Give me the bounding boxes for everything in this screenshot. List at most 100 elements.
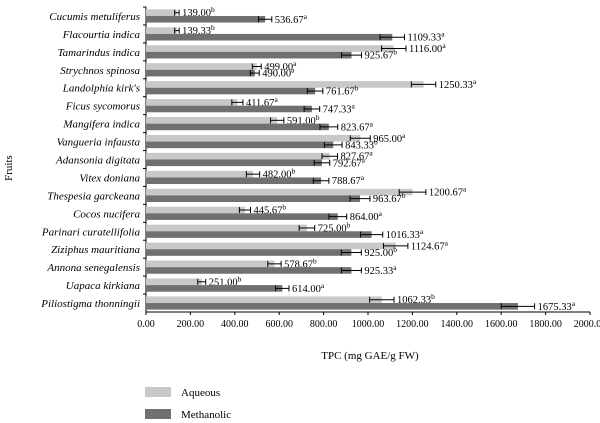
category-label: Parinari curatellifolia <box>41 226 141 238</box>
bar-aqueous <box>146 63 257 70</box>
data-label: 843.33b <box>345 137 378 151</box>
data-label: 490.00a <box>262 66 295 80</box>
bar-aqueous <box>146 170 254 178</box>
data-label: 963.67b <box>373 191 406 205</box>
data-label: 1675.33a <box>538 299 576 313</box>
data-label: 761.67b <box>326 84 359 98</box>
data-label: 823.67a <box>341 119 374 133</box>
bar-methanolic <box>146 159 322 167</box>
bar-aqueous <box>146 152 330 160</box>
data-label: 827.67a <box>341 149 374 163</box>
data-label: 139.33b <box>182 23 215 37</box>
x-tick-label: 1200.00 <box>396 319 429 330</box>
bar-aqueous <box>146 188 413 196</box>
bar-aqueous <box>146 242 396 250</box>
x-tick-label: 400.00 <box>221 319 249 330</box>
category-label: Landolphia kirk's <box>62 83 140 95</box>
bar-aqueous <box>146 260 275 268</box>
data-label: 614.00a <box>292 281 325 295</box>
bar-methanolic <box>146 69 255 77</box>
data-label: 1109.33a <box>407 30 445 44</box>
bar-methanolic <box>146 123 329 131</box>
bar-methanolic <box>146 213 338 220</box>
data-label: 482.00b <box>263 167 296 181</box>
data-label: 792.67a <box>333 155 366 169</box>
bar-methanolic <box>146 141 334 149</box>
x-axis-title: TPC (mg GAE/g FW) <box>321 350 419 362</box>
legend: Aqueous Methanolic <box>145 387 231 421</box>
bar-methanolic <box>146 51 352 59</box>
category-label: Ziziphus mauritiana <box>51 244 140 256</box>
data-label: 747.33a <box>323 101 356 115</box>
category-label: Ficus sycomorus <box>65 101 140 113</box>
x-tick-label: 200.00 <box>177 319 205 330</box>
bar-methanolic <box>146 105 312 113</box>
data-label: 1250.33a <box>439 77 477 91</box>
category-label: Mangifera indica <box>62 119 140 131</box>
legend-swatch-methanolic <box>145 409 171 419</box>
y-axis-title: Fruits <box>3 155 15 181</box>
data-label: 536.67a <box>275 12 308 26</box>
bar-aqueous <box>146 45 394 52</box>
data-label: 251.00b <box>209 274 242 288</box>
x-tick-label: 1800.00 <box>529 319 562 330</box>
data-label: 725.00b <box>318 220 351 234</box>
x-tick-label: 1000.00 <box>352 319 385 330</box>
bar-aqueous <box>146 296 382 304</box>
bar-methanolic <box>146 285 283 292</box>
legend-swatch-aqueous <box>145 387 171 397</box>
data-label: 591.00b <box>287 113 320 127</box>
category-label: Thespesia garckeana <box>47 190 140 202</box>
data-label: 578.67b <box>284 256 317 270</box>
category-label: Strychnos spinosa <box>60 65 140 77</box>
x-tick-label: 1600.00 <box>485 319 518 330</box>
data-label: 925.33a <box>364 263 397 277</box>
bar-aqueous <box>146 224 307 232</box>
bar-methanolic <box>146 177 322 185</box>
data-label: 1062.33b <box>397 292 435 306</box>
x-tick-label: 2000.00 <box>574 319 600 330</box>
legend-label-aqueous: Aqueous <box>181 387 220 399</box>
bar-aqueous <box>146 9 177 16</box>
category-label: Piliostigma thonningii <box>40 298 140 310</box>
bar-methanolic <box>146 87 316 95</box>
data-label: 925.00b <box>364 245 397 259</box>
bar-aqueous <box>146 278 202 286</box>
legend-label-methanolic: Methanolic <box>181 409 231 421</box>
bar-methanolic <box>146 303 518 310</box>
bar-methanolic <box>146 33 393 41</box>
data-label: 445.67b <box>253 203 286 217</box>
category-label: Cocos nucifera <box>73 208 140 220</box>
category-label: Uapaca kirkiana <box>66 280 141 292</box>
x-tick-label: 800.00 <box>310 319 338 330</box>
category-label: Vitex doniana <box>79 172 140 184</box>
bar-aqueous <box>146 27 177 34</box>
data-label: 1124.67a <box>411 238 449 252</box>
category-label: Vangueria infausta <box>57 137 141 149</box>
x-tick-label: 1400.00 <box>441 319 474 330</box>
data-label: 499.00a <box>264 59 297 73</box>
data-label: 788.67a <box>332 173 365 187</box>
bar-aqueous <box>146 99 238 106</box>
bar-methanolic <box>146 231 372 238</box>
data-label: 925.67b <box>364 48 397 62</box>
data-label: 139.00b <box>182 5 215 19</box>
plot-area: 0.00 200.00 400.00 600.00 800.00 1000.00 1200.… <box>40 5 600 330</box>
category-label: Adansonia digitata <box>55 155 141 167</box>
bar-methanolic <box>146 195 360 202</box>
bar-methanolic <box>146 249 352 256</box>
data-label: 1116.00a <box>409 41 446 55</box>
bar-aqueous <box>146 81 424 88</box>
data-label: 1200.67a <box>429 185 467 199</box>
bar-aqueous <box>146 206 245 214</box>
category-label: Cucumis metuliferus <box>49 11 140 23</box>
data-label: 965.00a <box>373 131 406 145</box>
data-label: 411.67a <box>246 95 279 109</box>
bar-aqueous <box>146 134 361 142</box>
data-label: 864.00a <box>350 209 383 223</box>
bar-aqueous <box>146 117 278 124</box>
data-label: 1016.33a <box>386 227 424 241</box>
bar-methanolic <box>146 15 266 23</box>
category-label: Annona senegalensis <box>46 262 140 274</box>
